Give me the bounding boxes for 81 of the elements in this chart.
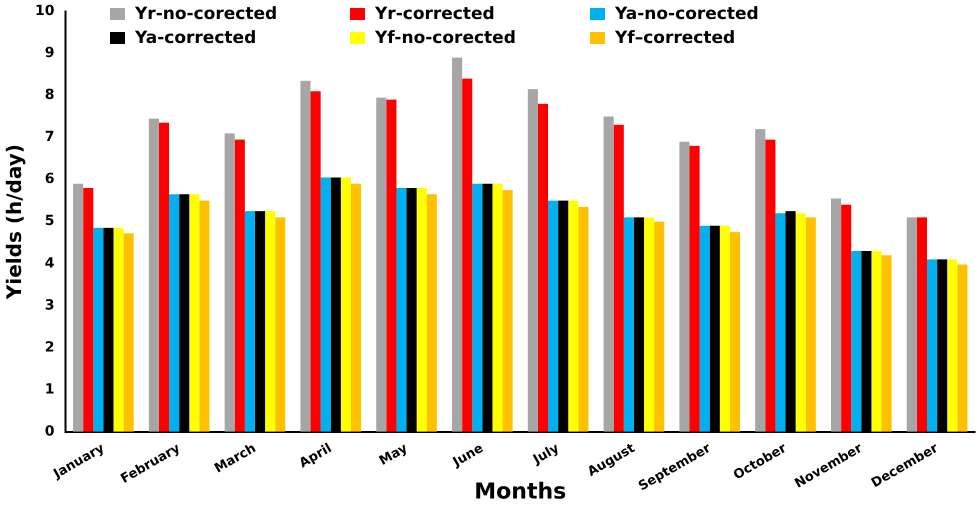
bar [275, 217, 286, 432]
bar [234, 140, 245, 432]
bar [93, 228, 104, 432]
bar [604, 116, 614, 432]
legend-label: Ya-corrected [135, 28, 256, 48]
x-axis-title: Months [474, 480, 566, 505]
y-axis-title: Yields (h/day) [2, 144, 26, 300]
legend-label: Yf–corrected [615, 28, 736, 48]
bar [957, 264, 968, 432]
bar [73, 184, 84, 432]
bar [265, 211, 276, 432]
bar [386, 100, 396, 432]
x-tick-label: May [376, 440, 411, 469]
y-tick-label: 9 [44, 45, 54, 62]
bar [654, 222, 664, 432]
bar [376, 98, 386, 432]
bar [644, 217, 654, 432]
bar [720, 226, 730, 432]
bar [310, 91, 321, 432]
legend-label: Yr-corrected [375, 4, 495, 24]
bar [148, 118, 159, 432]
bar [851, 251, 862, 432]
y-tick-label: 4 [44, 255, 55, 272]
bar [340, 177, 351, 432]
legend-label: Yf-no-corected [375, 28, 516, 48]
y-tick-label: 0 [44, 423, 55, 440]
bar [700, 226, 710, 432]
bar [765, 140, 776, 432]
bar [906, 217, 917, 432]
bar [199, 200, 210, 432]
bar [452, 58, 462, 432]
bar [927, 259, 938, 432]
bar [806, 217, 816, 432]
bar [841, 204, 852, 432]
y-tick-label: 7 [44, 129, 54, 146]
bar [502, 190, 513, 432]
bar [775, 213, 786, 432]
y-tick-label: 6 [44, 171, 54, 188]
bar [83, 188, 94, 432]
bar [528, 89, 538, 432]
bar [113, 228, 124, 432]
bar [830, 198, 842, 432]
bar [320, 177, 331, 432]
bar [244, 211, 255, 432]
bar [548, 200, 558, 432]
y-tick-label: 1 [44, 381, 54, 398]
bar [462, 78, 472, 432]
bar [158, 122, 170, 432]
bar [690, 146, 700, 432]
y-tick-label: 10 [35, 3, 55, 20]
bar [169, 194, 180, 432]
bar [882, 255, 892, 432]
bar [755, 129, 766, 432]
bar [492, 184, 503, 432]
y-tick-label: 5 [44, 213, 54, 230]
bar [300, 80, 311, 432]
bar [614, 124, 624, 432]
y-tick-label: 3 [44, 297, 54, 314]
bar [538, 104, 548, 432]
bar [947, 259, 958, 432]
bar [916, 217, 927, 432]
bar [416, 188, 427, 432]
bar [124, 233, 134, 432]
y-tick-label: 2 [44, 339, 54, 356]
y-tick-label: 8 [44, 87, 54, 104]
x-tick-label: July [530, 440, 562, 468]
legend-label: Ya-no-corected [615, 4, 759, 24]
bar [568, 200, 578, 432]
bar [426, 194, 437, 432]
legend-label: Yr-no-corected [135, 4, 278, 24]
bar [472, 184, 482, 432]
bar [396, 188, 407, 432]
bar [796, 213, 806, 432]
bar [578, 206, 588, 432]
bar [189, 194, 200, 432]
bar [350, 184, 362, 432]
bar [730, 232, 740, 432]
bar [224, 133, 235, 432]
bar [871, 251, 882, 432]
bar [624, 217, 634, 432]
bar [679, 142, 690, 432]
